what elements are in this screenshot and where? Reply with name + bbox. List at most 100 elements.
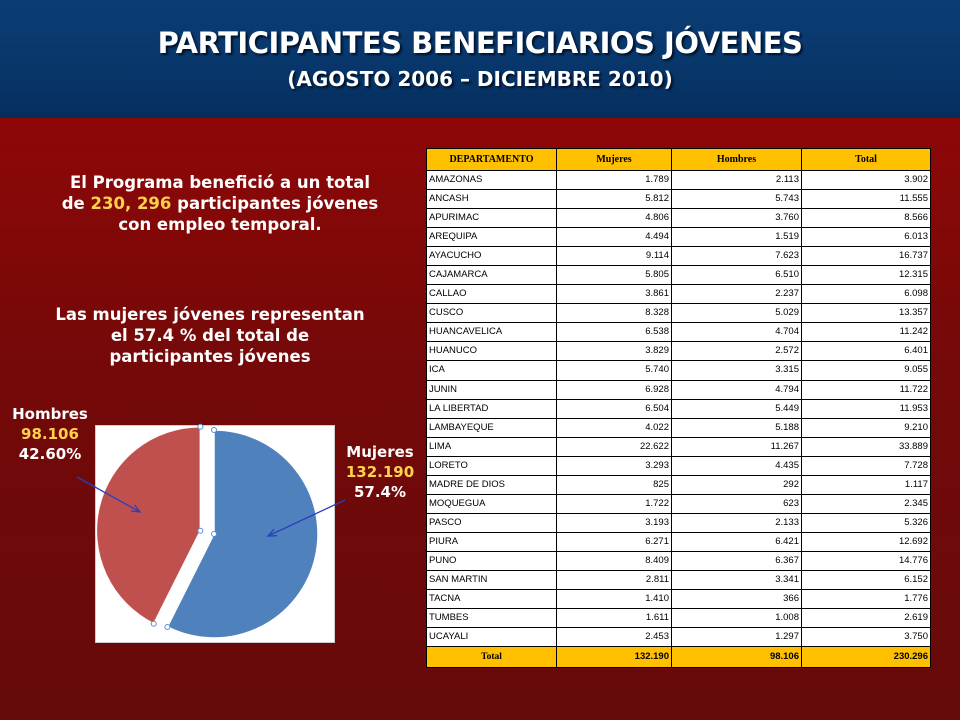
table-row: MADRE DE DIOS 825 292 1.117 — [426, 474, 931, 495]
value-cell: 2.811 — [556, 569, 672, 591]
value-cell: 4.494 — [556, 227, 672, 248]
value-cell: 14.776 — [801, 550, 931, 571]
value-cell: 5.812 — [556, 189, 672, 210]
value-cell: 6.510 — [671, 265, 802, 286]
table-row: JUNIN 6.928 4.794 11.722 — [426, 379, 931, 400]
total-hombres: 98.106 — [671, 646, 802, 669]
intro-line: El Programa benefició a un total — [69, 173, 371, 192]
value-cell: 1.611 — [556, 608, 672, 629]
value-cell: 6.098 — [801, 284, 931, 305]
value-cell: 8.409 — [556, 550, 672, 571]
value-cell: 825 — [556, 474, 672, 495]
value-cell: 3.341 — [671, 569, 802, 591]
value-cell: 2.453 — [556, 627, 672, 648]
department-cell: LA LIBERTAD — [426, 398, 557, 419]
value-cell: 1.776 — [801, 589, 931, 610]
value-cell: 3.861 — [556, 284, 672, 305]
table-row: AMAZONAS 1.789 2.113 3.902 — [426, 169, 931, 191]
value-cell: 8.328 — [556, 303, 672, 324]
department-cell: ICA — [426, 360, 557, 381]
department-cell: HUANCAVELICA — [426, 322, 557, 343]
table-row: TACNA 1.410 366 1.776 — [426, 589, 931, 610]
department-cell: HUANUCO — [426, 341, 557, 362]
hombres-label-percent: 42.60% — [18, 445, 82, 463]
mujeres-label-value: 132.190 — [345, 463, 415, 481]
department-cell: MOQUEGUA — [426, 493, 557, 514]
women-share-text: Las mujeres jóvenes representan el 57.4 … — [20, 304, 400, 367]
value-cell: 12.315 — [801, 265, 931, 286]
department-cell: LORETO — [426, 455, 557, 476]
value-cell: 3.315 — [671, 360, 802, 381]
column-header: Mujeres — [556, 148, 672, 171]
value-cell: 3.829 — [556, 341, 672, 362]
value-cell: 292 — [671, 474, 802, 495]
department-cell: TUMBES — [426, 608, 557, 629]
value-cell: 8.566 — [801, 208, 931, 229]
intro-text-part: de — [61, 194, 91, 213]
department-cell: LAMBAYEQUE — [426, 417, 557, 438]
intro-text-part: participantes jóvenes — [171, 194, 379, 213]
value-cell: 6.152 — [801, 569, 931, 591]
women-line: Las mujeres jóvenes representan — [55, 305, 365, 324]
table-total-row: Total 132.190 98.106 230.296 — [426, 646, 931, 669]
value-cell: 623 — [671, 493, 802, 514]
value-cell: 6.013 — [801, 227, 931, 248]
value-cell: 6.367 — [671, 550, 802, 571]
intro-text: El Programa benefició a un total de 230,… — [30, 172, 410, 235]
value-cell: 5.029 — [671, 303, 802, 324]
value-cell: 3.293 — [556, 455, 672, 476]
column-header: Total — [801, 148, 931, 171]
value-cell: 6.421 — [671, 531, 802, 552]
value-cell: 3.760 — [671, 208, 802, 229]
value-cell: 5.740 — [556, 360, 672, 381]
pie-chart-frame — [95, 425, 335, 643]
total-overall: 230.296 — [801, 646, 931, 669]
column-header: Hombres — [671, 148, 802, 171]
department-cell: LIMA — [426, 436, 557, 457]
value-cell: 4.022 — [556, 417, 672, 438]
table-row: CALLAO 3.861 2.237 6.098 — [426, 284, 931, 305]
value-cell: 5.188 — [671, 417, 802, 438]
value-cell: 9.055 — [801, 360, 931, 381]
women-line: participantes jóvenes — [109, 347, 311, 366]
department-cell: SAN MARTIN — [426, 569, 557, 591]
table-row: LORETO 3.293 4.435 7.728 — [426, 455, 931, 476]
value-cell: 11.555 — [801, 189, 931, 210]
department-cell: UCAYALI — [426, 627, 557, 648]
table-row: HUANCAVELICA 6.538 4.704 11.242 — [426, 322, 931, 343]
department-cell: PASCO — [426, 512, 557, 533]
departments-table: DEPARTAMENTO Mujeres Hombres Total AMAZO… — [426, 148, 931, 669]
table-row: PASCO 3.193 2.133 5.326 — [426, 512, 931, 533]
value-cell: 1.789 — [556, 169, 672, 191]
value-cell: 6.928 — [556, 379, 672, 400]
table-row: UCAYALI 2.453 1.297 3.750 — [426, 627, 931, 648]
value-cell: 16.737 — [801, 246, 931, 267]
table-row: MOQUEGUA 1.722 623 2.345 — [426, 493, 931, 514]
department-cell: PIURA — [426, 531, 557, 552]
value-cell: 1.117 — [801, 474, 931, 495]
value-cell: 3.193 — [556, 512, 672, 533]
value-cell: 4.794 — [671, 379, 802, 400]
table-header-row: DEPARTAMENTO Mujeres Hombres Total — [426, 148, 931, 171]
department-cell: TACNA — [426, 589, 557, 610]
mujeres-label: Mujeres 132.190 57.4% — [335, 442, 425, 502]
value-cell: 7.623 — [671, 246, 802, 267]
value-cell: 2.619 — [801, 608, 931, 629]
intro-line: con empleo temporal. — [118, 215, 322, 234]
hombres-label-name: Hombres — [12, 405, 88, 423]
total-participants-highlight: 230, 296 — [90, 194, 172, 213]
table-row: APURIMAC 4.806 3.760 8.566 — [426, 208, 931, 229]
table-row: AYACUCHO 9.114 7.623 16.737 — [426, 246, 931, 267]
intro-line: de 230, 296 participantes jóvenes — [30, 193, 410, 214]
department-cell: AYACUCHO — [426, 246, 557, 267]
value-cell: 22.622 — [556, 436, 672, 457]
title-banner: PARTICIPANTES BENEFICIARIOS JÓVENES (AGO… — [0, 0, 960, 118]
department-cell: ANCASH — [426, 189, 557, 210]
value-cell: 4.806 — [556, 208, 672, 229]
value-cell: 11.242 — [801, 322, 931, 343]
department-cell: PUNO — [426, 550, 557, 571]
hombres-label-value: 98.106 — [21, 425, 79, 443]
total-mujeres: 132.190 — [556, 646, 672, 669]
value-cell: 1.722 — [556, 493, 672, 514]
page-subtitle: (AGOSTO 2006 – DICIEMBRE 2010) — [287, 67, 673, 91]
